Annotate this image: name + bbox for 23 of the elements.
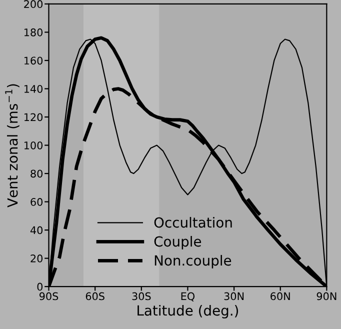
y-tick-label: 160 [24,56,43,65]
x-tick-label: EQ [181,292,195,302]
x-tick-label: 60N [270,292,290,300]
x-axis-title: Latitude (deg.) [138,304,238,318]
legend-label: Non.couple [154,254,232,268]
x-tick-label: 30N [224,292,244,300]
y-tick-label: 60 [30,198,43,206]
y-tick-label: 140 [24,84,43,93]
x-tick-label: 60S [86,292,104,300]
y-tick-label: 200 [24,0,43,8]
x-tick-label: 90N [316,292,336,300]
y-tick-label: 80 [30,170,43,178]
y-tick-label: 180 [24,28,43,36]
x-tick-label: 30S [132,292,151,300]
y-tick-label: 40 [30,226,43,234]
legend-label: Couple [154,236,202,250]
y-axis-title: Vent zonal (ms$^{−1}$) [5,84,20,208]
y-tick-label: 100 [24,141,43,150]
legend-label: Occultation [154,216,232,228]
y-tick-label: 0 [37,282,43,291]
y-tick-label: 20 [30,254,43,262]
x-tick-label: 90S [39,292,58,300]
y-tick-label: 120 [24,113,43,122]
